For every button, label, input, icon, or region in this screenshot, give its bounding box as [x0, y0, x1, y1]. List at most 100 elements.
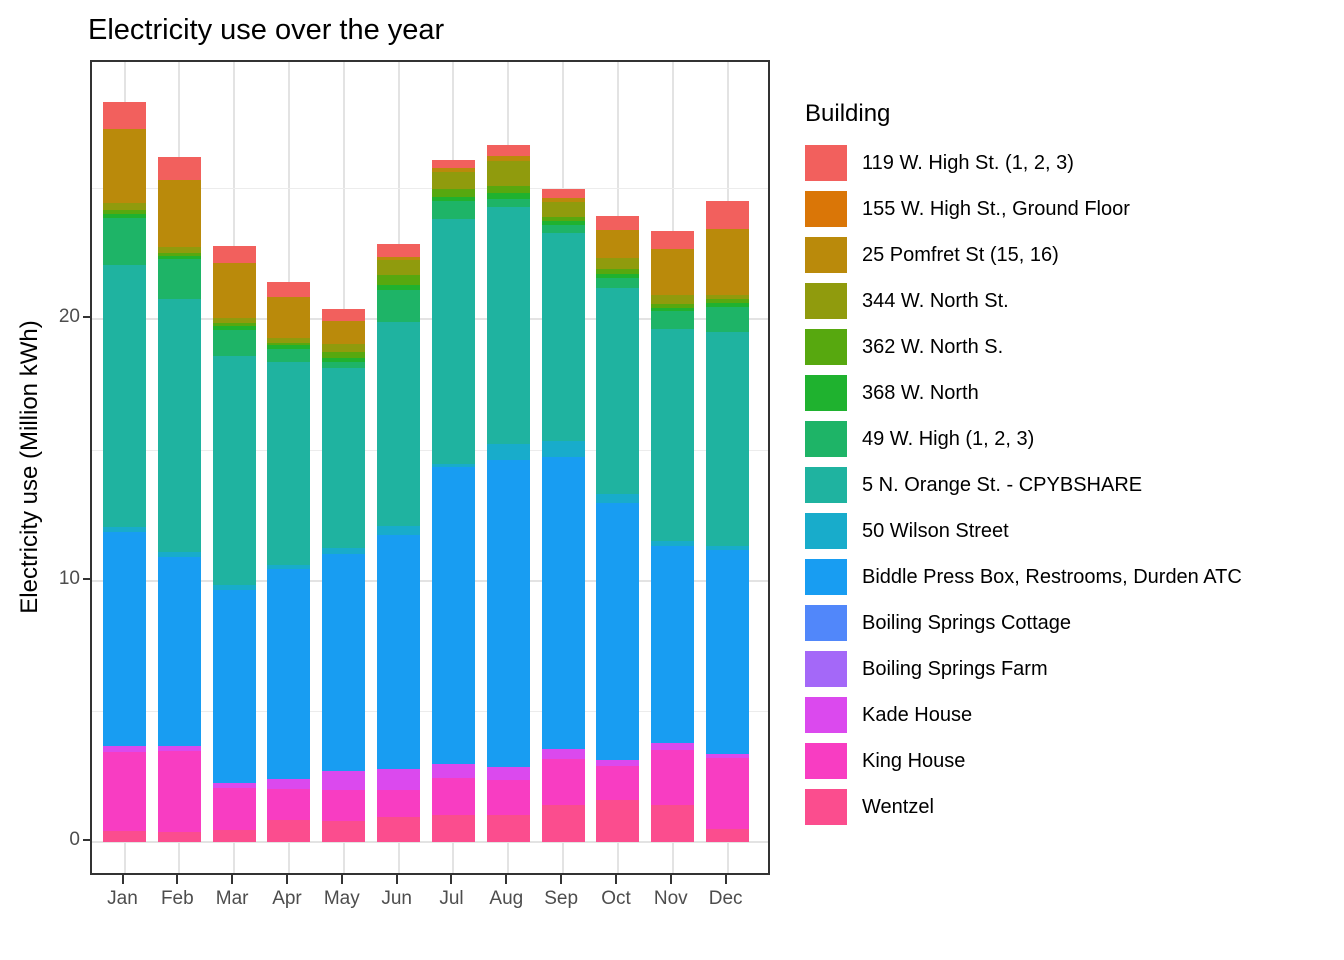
legend-item-label: 5 N. Orange St. - CPYBSHARE: [862, 473, 1143, 496]
legend-swatch: [805, 237, 847, 273]
legend-item-label: 50 Wilson Street: [862, 519, 1009, 542]
bar-segment: [541, 197, 585, 203]
bar-segment: [377, 535, 421, 769]
legend-swatch: [805, 191, 847, 227]
bar-segment: [431, 814, 475, 842]
x-tick-label: Jan: [107, 888, 138, 909]
bar-segment: [267, 345, 311, 350]
legend-item-label: 368 W. North: [862, 381, 979, 404]
bar-segment: [541, 759, 585, 806]
bar-segment: [541, 457, 585, 750]
legend-item: Kade House: [805, 697, 1242, 733]
legend: Building 119 W. High St. (1, 2, 3) 155 W…: [805, 100, 1242, 835]
legend-item: Wentzel: [805, 789, 1242, 825]
x-tick-label: Oct: [601, 888, 631, 909]
x-tick-mark: [669, 875, 672, 884]
bar-segment: [212, 787, 256, 831]
bar-segment: [486, 207, 530, 444]
bar-segment: [377, 526, 421, 536]
x-tick-label: Aug: [489, 888, 524, 909]
legend-swatch: [805, 559, 847, 595]
bar-segment: [706, 758, 750, 830]
x-tick-label: Jun: [381, 888, 412, 909]
bar-segment: [431, 167, 475, 173]
bar-segment: [377, 321, 421, 527]
gridline-major: [92, 841, 768, 843]
y-tick-mark: [83, 316, 90, 318]
bar-segment: [486, 814, 530, 842]
bar-segment: [596, 759, 640, 767]
x-tick-mark: [560, 875, 563, 884]
legend-item: 5 N. Orange St. - CPYBSHARE: [805, 467, 1242, 503]
legend-item: 368 W. North: [805, 375, 1242, 411]
bar-segment: [157, 259, 201, 299]
bar-segment: [322, 821, 366, 842]
legend-title: Building: [805, 100, 891, 127]
bar-segment: [486, 443, 530, 460]
bar-segment: [212, 246, 256, 264]
bar-segment: [103, 532, 146, 747]
bar-segment: [431, 218, 475, 464]
bar-segment: [706, 753, 750, 759]
x-tick-mark: [724, 875, 727, 884]
x-tick-mark: [340, 875, 343, 884]
bar-segment: [706, 294, 750, 300]
bar-segment: [651, 545, 695, 743]
bar-segment: [596, 766, 640, 801]
bar-segment: [267, 297, 311, 339]
bar-segment: [541, 749, 585, 760]
bar-segment: [596, 273, 640, 278]
legend-item-label: 155 W. High St., Ground Floor: [862, 197, 1130, 220]
bar-segment: [651, 303, 695, 308]
bar-segment: [103, 752, 146, 831]
chart-title: Electricity use over the year: [88, 14, 445, 46]
gridline-major: [92, 318, 768, 320]
x-tick-mark: [614, 875, 617, 884]
gridline-major: [92, 579, 768, 582]
bar-segment: [377, 257, 421, 261]
x-tick-mark: [505, 875, 508, 884]
legend-item: Biddle Press Box, Restrooms, Durden ATC: [805, 559, 1242, 595]
bar-segment: [706, 201, 750, 229]
bar-segment: [377, 285, 421, 290]
bar-segment: [431, 159, 475, 168]
bar-segment: [706, 306, 750, 333]
bar-segment: [596, 800, 640, 842]
bar-segment: [103, 129, 146, 203]
bar-segment: [267, 342, 311, 346]
bar-segment: [541, 805, 585, 842]
bar-segment: [267, 779, 311, 789]
bar-segment: [596, 230, 640, 259]
bar-segment: [267, 338, 311, 343]
bar-segment: [267, 569, 311, 780]
x-tick-mark: [176, 875, 179, 884]
legend-swatch: [805, 513, 847, 549]
bar-segment: [706, 302, 750, 307]
x-tick-label: Sep: [544, 888, 579, 909]
bar-segment: [157, 832, 201, 842]
legend-item: Boiling Springs Farm: [805, 651, 1242, 687]
legend-item: 119 W. High St. (1, 2, 3): [805, 145, 1242, 181]
bar-segment: [596, 269, 640, 274]
bar-segment: [706, 332, 750, 547]
bar-segment: [706, 550, 750, 754]
bar-segment: [267, 788, 311, 821]
bar-segment: [431, 188, 475, 197]
x-tick-label: Apr: [272, 888, 302, 909]
bar-segment: [212, 782, 256, 788]
bar-segment: [212, 326, 256, 331]
x-tick-mark: [285, 875, 288, 884]
bar-segment: [157, 746, 201, 752]
legend-item-label: King House: [862, 749, 966, 772]
bar-segment: [103, 264, 146, 528]
bar-segment: [103, 746, 146, 753]
bar-segment: [103, 101, 146, 130]
bar-segment: [377, 289, 421, 322]
legend-swatch: [805, 329, 847, 365]
gridline-minor: [92, 188, 768, 190]
gridline-minor: [92, 711, 768, 713]
x-tick-mark: [450, 875, 453, 884]
bar-segment: [103, 202, 146, 211]
bar-segment: [651, 328, 695, 542]
bar-segment: [103, 831, 146, 842]
